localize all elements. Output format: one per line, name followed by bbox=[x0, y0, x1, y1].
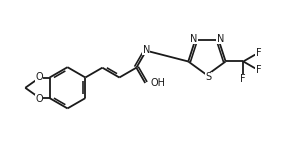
Text: N: N bbox=[190, 33, 197, 44]
Text: O: O bbox=[35, 71, 43, 82]
Text: OH: OH bbox=[150, 78, 165, 88]
Text: S: S bbox=[206, 72, 212, 82]
Text: N: N bbox=[217, 33, 224, 44]
Text: F: F bbox=[256, 48, 261, 58]
Text: N: N bbox=[142, 45, 150, 55]
Text: F: F bbox=[240, 74, 246, 84]
Text: O: O bbox=[35, 94, 43, 104]
Text: F: F bbox=[256, 65, 261, 75]
